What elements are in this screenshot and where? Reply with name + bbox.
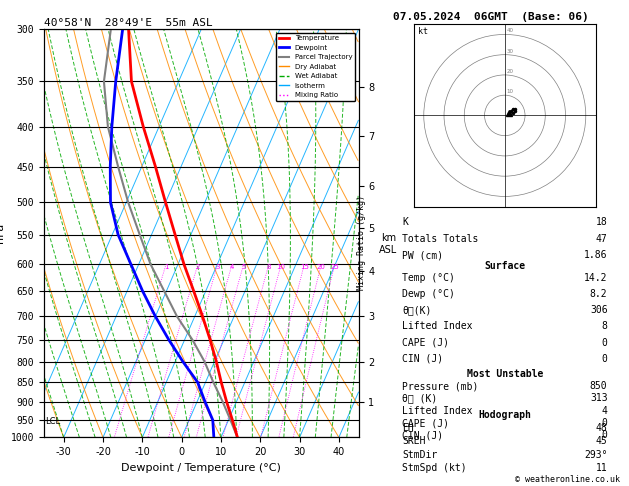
- Text: 40°58'N  28°49'E  55m ASL: 40°58'N 28°49'E 55m ASL: [44, 18, 213, 28]
- Text: kt: kt: [418, 27, 428, 36]
- Text: 18: 18: [596, 217, 608, 227]
- Text: 4: 4: [601, 406, 608, 416]
- Text: 11: 11: [596, 463, 608, 473]
- Text: Mixing Ratio (g/kg): Mixing Ratio (g/kg): [357, 195, 366, 291]
- Text: Surface: Surface: [484, 261, 525, 271]
- Text: 0: 0: [601, 418, 608, 428]
- Text: 5: 5: [242, 264, 246, 270]
- X-axis label: Dewpoint / Temperature (°C): Dewpoint / Temperature (°C): [121, 463, 281, 473]
- Text: 14.2: 14.2: [584, 273, 608, 283]
- Text: Most Unstable: Most Unstable: [467, 369, 543, 379]
- Text: 25: 25: [330, 264, 339, 270]
- Text: SREH: SREH: [402, 436, 426, 447]
- Y-axis label: hPa: hPa: [0, 223, 5, 243]
- Text: 4: 4: [230, 264, 234, 270]
- Text: 15: 15: [300, 264, 309, 270]
- Text: Totals Totals: Totals Totals: [402, 234, 479, 243]
- Text: 45: 45: [596, 436, 608, 447]
- Text: Hodograph: Hodograph: [478, 438, 532, 449]
- Text: 2: 2: [196, 264, 200, 270]
- Text: Lifted Index: Lifted Index: [402, 406, 472, 416]
- Text: 10: 10: [507, 89, 514, 94]
- Text: CAPE (J): CAPE (J): [402, 418, 449, 428]
- Legend: Temperature, Dewpoint, Parcel Trajectory, Dry Adiabat, Wet Adiabat, Isotherm, Mi: Temperature, Dewpoint, Parcel Trajectory…: [276, 33, 355, 101]
- Text: 20: 20: [317, 264, 326, 270]
- Text: LCL: LCL: [45, 417, 60, 426]
- Text: CIN (J): CIN (J): [402, 354, 443, 364]
- Text: StmSpd (kt): StmSpd (kt): [402, 463, 467, 473]
- Text: 07.05.2024  06GMT  (Base: 06): 07.05.2024 06GMT (Base: 06): [393, 12, 589, 22]
- Text: 30: 30: [507, 49, 514, 53]
- Text: Dewp (°C): Dewp (°C): [402, 289, 455, 299]
- Text: Pressure (mb): Pressure (mb): [402, 381, 479, 391]
- Text: 20: 20: [507, 69, 514, 74]
- Text: 8: 8: [601, 321, 608, 331]
- Text: 40: 40: [507, 28, 514, 34]
- Text: PW (cm): PW (cm): [402, 250, 443, 260]
- Text: 1.86: 1.86: [584, 250, 608, 260]
- Text: K: K: [402, 217, 408, 227]
- Text: 47: 47: [596, 234, 608, 243]
- Text: 1: 1: [164, 264, 169, 270]
- Text: CAPE (J): CAPE (J): [402, 338, 449, 347]
- Text: 0: 0: [601, 338, 608, 347]
- Text: StmDir: StmDir: [402, 450, 437, 460]
- Text: CIN (J): CIN (J): [402, 431, 443, 440]
- Text: 0: 0: [601, 431, 608, 440]
- Text: 8.2: 8.2: [590, 289, 608, 299]
- Text: 3: 3: [215, 264, 220, 270]
- Text: Temp (°C): Temp (°C): [402, 273, 455, 283]
- Text: θᴇ (K): θᴇ (K): [402, 393, 437, 403]
- Text: 8: 8: [267, 264, 271, 270]
- Text: θᴇ(K): θᴇ(K): [402, 305, 431, 315]
- Text: Lifted Index: Lifted Index: [402, 321, 472, 331]
- Text: 306: 306: [590, 305, 608, 315]
- Text: 293°: 293°: [584, 450, 608, 460]
- Text: 10: 10: [277, 264, 286, 270]
- Text: EH: EH: [402, 423, 414, 433]
- Y-axis label: km
ASL: km ASL: [379, 233, 398, 255]
- Text: 850: 850: [590, 381, 608, 391]
- Text: © weatheronline.co.uk: © weatheronline.co.uk: [515, 474, 620, 484]
- Text: 0: 0: [601, 354, 608, 364]
- Text: 313: 313: [590, 393, 608, 403]
- Text: 48: 48: [596, 423, 608, 433]
- Text: Hodograph: Hodograph: [478, 410, 532, 420]
